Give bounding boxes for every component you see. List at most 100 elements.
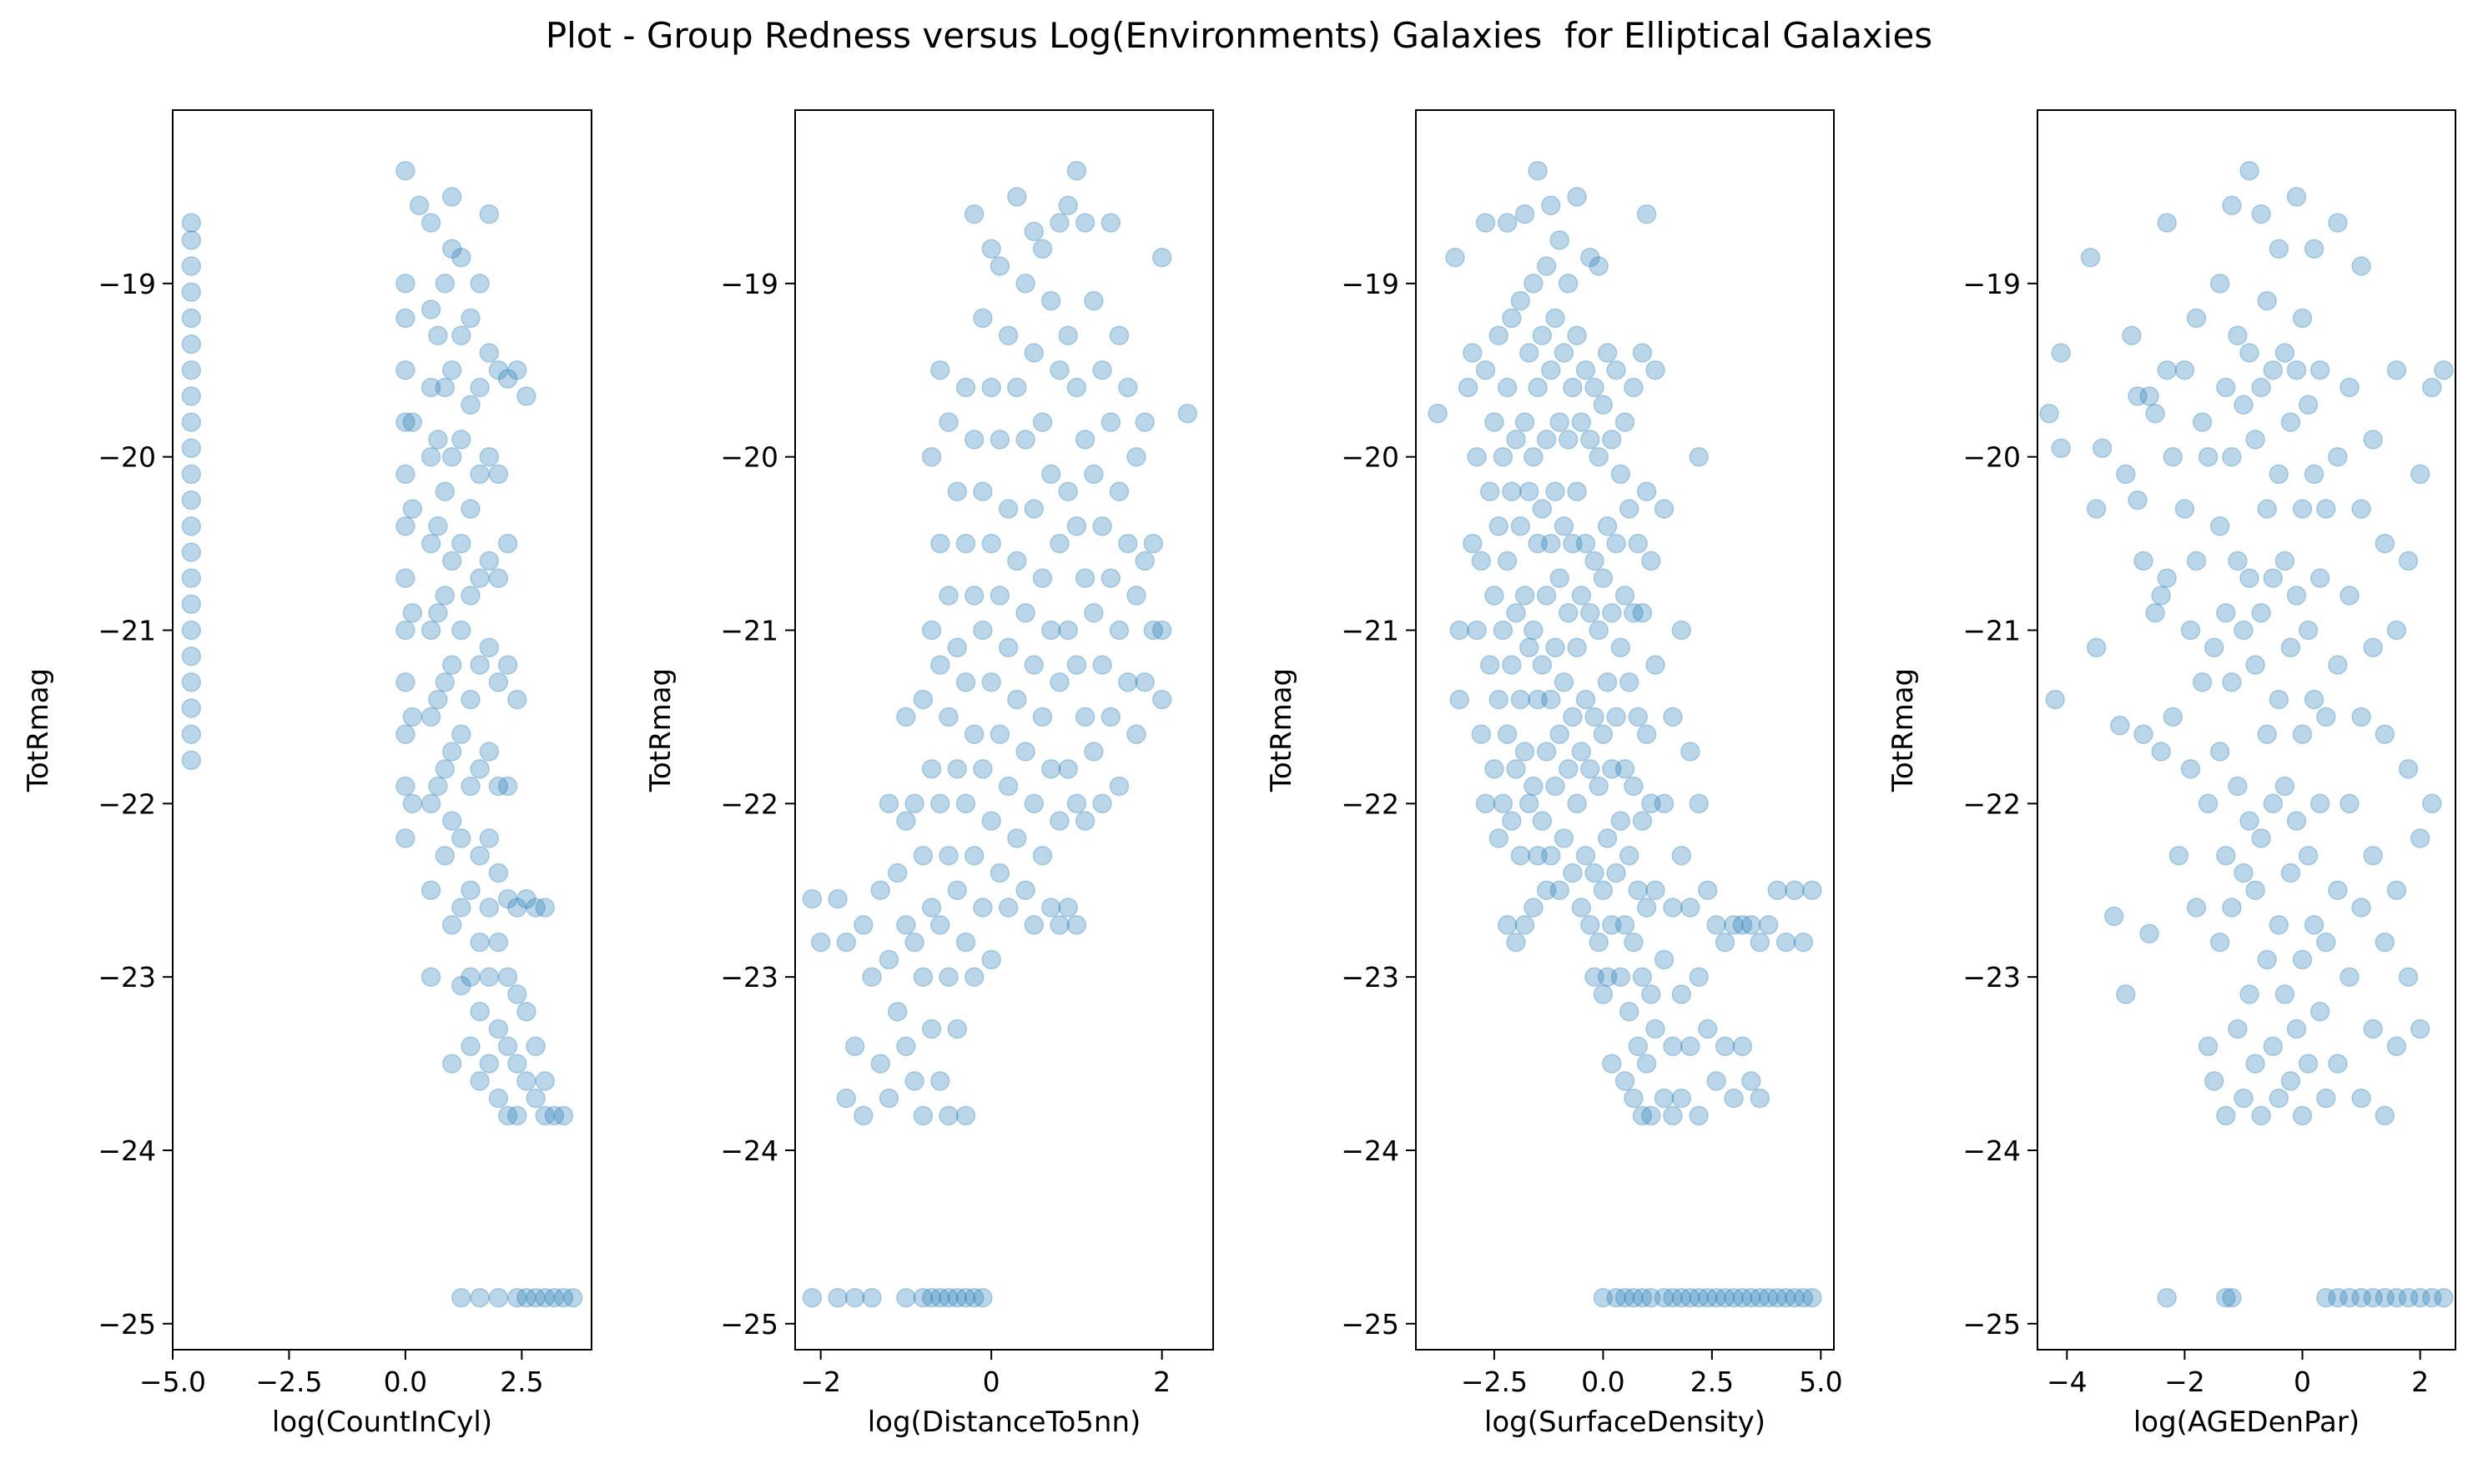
data-point xyxy=(1597,516,1618,536)
data-point xyxy=(828,888,848,909)
data-point xyxy=(1484,759,1504,779)
data-point xyxy=(1007,828,1027,848)
data-point xyxy=(402,707,423,727)
data-point xyxy=(2351,499,2371,519)
data-point xyxy=(810,932,831,953)
data-point xyxy=(1663,898,1683,918)
data-point xyxy=(1580,247,1600,268)
data-point xyxy=(2339,793,2360,814)
data-point xyxy=(1671,984,1692,1004)
data-point xyxy=(1654,1287,1675,1308)
data-point xyxy=(2375,1105,2395,1126)
data-point xyxy=(451,898,471,918)
data-point xyxy=(1467,620,1487,641)
data-point xyxy=(1554,672,1574,692)
data-point xyxy=(1689,446,1709,467)
data-point xyxy=(1151,247,1172,268)
data-point xyxy=(1597,672,1618,692)
data-point xyxy=(2222,446,2242,467)
y-tick-label: −24 xyxy=(1341,1134,1399,1167)
data-point xyxy=(488,1019,509,1039)
data-point xyxy=(2292,724,2313,744)
data-point xyxy=(870,880,890,900)
data-point xyxy=(1040,620,1061,641)
data-point xyxy=(470,568,490,588)
data-point xyxy=(402,499,423,519)
data-point xyxy=(1641,551,1661,571)
data-point xyxy=(2309,360,2330,380)
y-tick-label: −22 xyxy=(1962,787,2021,820)
data-point xyxy=(451,325,471,345)
data-point xyxy=(1493,620,1513,641)
data-point xyxy=(1654,793,1675,814)
data-point xyxy=(913,845,934,866)
data-point xyxy=(1549,230,1569,250)
data-point xyxy=(1775,932,1796,953)
data-point xyxy=(1619,499,1639,519)
data-point xyxy=(1584,377,1604,398)
x-axis-label: log(DistanceTo5nn) xyxy=(868,1406,1141,1439)
data-point xyxy=(1654,1088,1675,1109)
data-point xyxy=(488,360,509,380)
data-point xyxy=(2298,1054,2319,1074)
data-point xyxy=(2216,1105,2236,1126)
data-point xyxy=(1040,290,1061,311)
data-point xyxy=(1663,1036,1683,1057)
data-point xyxy=(2269,464,2289,485)
data-point xyxy=(1519,637,1539,658)
data-point xyxy=(1484,586,1504,606)
y-tick-label: −25 xyxy=(1962,1308,2021,1341)
data-point xyxy=(1497,377,1518,398)
data-point xyxy=(1536,430,1557,450)
data-point xyxy=(451,1287,471,1308)
data-point xyxy=(862,1287,882,1308)
data-point xyxy=(955,793,976,814)
data-point xyxy=(836,1088,857,1109)
data-point xyxy=(1624,932,1644,953)
data-point xyxy=(1715,932,1735,953)
data-point xyxy=(1100,707,1121,727)
data-point xyxy=(2328,1054,2348,1074)
data-point xyxy=(2269,689,2289,710)
data-point xyxy=(441,187,462,207)
data-point xyxy=(2228,325,2248,345)
data-point xyxy=(1502,655,1522,675)
data-point xyxy=(181,750,202,771)
data-point xyxy=(2363,637,2383,658)
data-point xyxy=(2280,412,2301,432)
x-tick-label: 2 xyxy=(1153,1366,1171,1398)
data-point xyxy=(1593,395,1614,415)
data-point xyxy=(1536,256,1557,276)
data-point xyxy=(1024,793,1045,814)
y-tick-label: −22 xyxy=(1341,787,1399,820)
data-point xyxy=(2286,187,2307,207)
data-point xyxy=(435,481,456,501)
data-point xyxy=(2398,967,2419,987)
data-point xyxy=(2274,776,2295,797)
data-point xyxy=(395,412,416,432)
data-point xyxy=(1092,360,1112,380)
data-point xyxy=(2228,1019,2248,1039)
data-point xyxy=(1680,742,1700,762)
data-point xyxy=(1126,446,1146,467)
data-point xyxy=(939,412,959,432)
data-point xyxy=(1135,412,1155,432)
data-point xyxy=(1606,707,1626,727)
data-point xyxy=(1050,213,1070,233)
data-point xyxy=(947,481,968,501)
data-point xyxy=(1563,863,1583,883)
data-point xyxy=(421,620,441,641)
data-point xyxy=(939,845,959,866)
data-point xyxy=(181,282,202,302)
y-tick-label: −20 xyxy=(1341,441,1399,474)
data-point xyxy=(998,776,1019,797)
data-point xyxy=(1645,360,1665,380)
data-point xyxy=(1524,274,1544,294)
data-point xyxy=(428,689,448,710)
data-point xyxy=(1554,343,1574,363)
data-point xyxy=(497,1036,518,1057)
data-point xyxy=(2251,204,2271,224)
data-point xyxy=(1580,430,1600,450)
data-point xyxy=(451,620,471,641)
data-point xyxy=(2398,759,2419,779)
